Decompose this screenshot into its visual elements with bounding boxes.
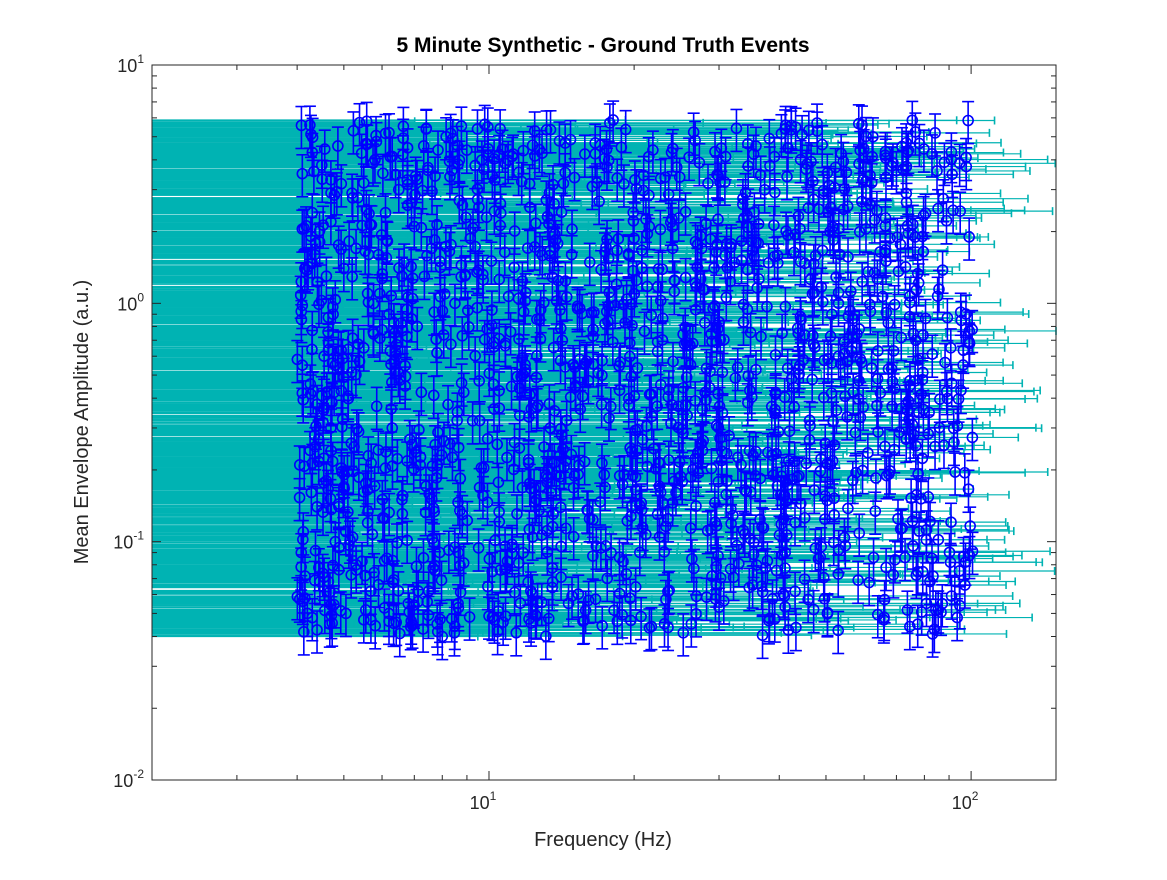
figure: 101102 10-210-1100101 5 Minute Synthetic… <box>0 0 1167 875</box>
errorbar-chart: 101102 10-210-1100101 5 Minute Synthetic… <box>0 0 1167 875</box>
